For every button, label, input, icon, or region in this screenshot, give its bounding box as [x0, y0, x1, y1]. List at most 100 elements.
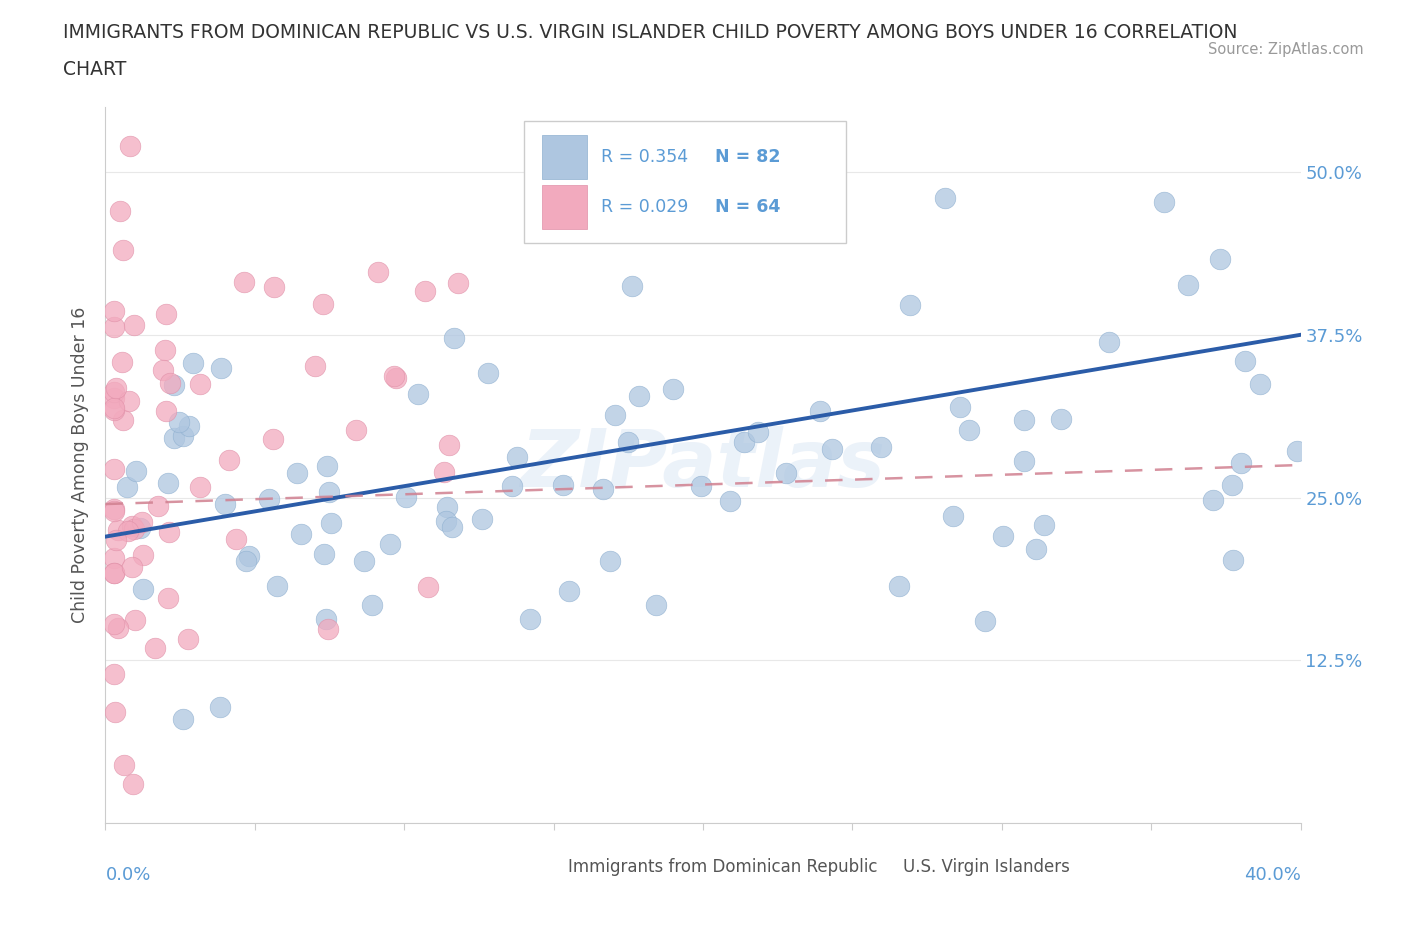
Point [188, 479, 211, 494]
Point [214, 497, 236, 512]
Point [209, 699, 232, 714]
Text: ZIPatlas: ZIPatlas [520, 426, 886, 504]
Point [413, 284, 436, 299]
Point [689, 479, 711, 494]
Point [380, 537, 402, 551]
Point [104, 704, 127, 719]
Point [121, 518, 143, 533]
Point [112, 413, 135, 428]
Point [406, 387, 429, 402]
Point [209, 361, 232, 376]
Point [121, 559, 143, 574]
Point [124, 317, 146, 332]
Point [163, 378, 186, 392]
Point [235, 553, 257, 568]
Point [318, 621, 340, 636]
Point [617, 434, 640, 449]
Point [934, 190, 956, 205]
Point [505, 449, 527, 464]
Point [225, 531, 247, 546]
Point [152, 363, 174, 378]
Point [103, 501, 125, 516]
Point [353, 553, 375, 568]
Point [441, 520, 464, 535]
Text: Source: ZipAtlas.com: Source: ZipAtlas.com [1208, 42, 1364, 57]
Point [143, 641, 166, 656]
Point [103, 391, 125, 405]
Point [1050, 412, 1073, 427]
Point [361, 598, 384, 613]
Bar [865, 853, 894, 881]
Point [344, 422, 367, 437]
Point [188, 377, 211, 392]
Point [775, 466, 797, 481]
Point [107, 620, 129, 635]
Point [157, 525, 180, 539]
Point [620, 279, 643, 294]
Point [122, 522, 145, 537]
Point [304, 358, 326, 373]
Point [477, 366, 499, 381]
Point [124, 612, 146, 627]
Point [103, 401, 125, 416]
Point [177, 419, 200, 434]
Point [103, 667, 125, 682]
Point [603, 407, 626, 422]
Point [443, 331, 465, 346]
Point [111, 354, 134, 369]
Point [103, 551, 125, 565]
Point [1202, 493, 1225, 508]
Point [131, 548, 153, 563]
Point [447, 275, 470, 290]
Point [105, 533, 128, 548]
Point [1234, 353, 1257, 368]
Point [418, 579, 440, 594]
Point [238, 549, 260, 564]
Point [1208, 251, 1230, 266]
Point [733, 434, 755, 449]
Text: 40.0%: 40.0% [1244, 866, 1301, 884]
Point [103, 503, 125, 518]
Point [312, 297, 335, 312]
Point [942, 508, 965, 523]
Point [112, 243, 135, 258]
Point [103, 565, 125, 580]
Point [395, 489, 418, 504]
Point [157, 591, 180, 605]
Point [318, 485, 340, 499]
Point [103, 385, 125, 400]
Point [644, 597, 666, 612]
Point [385, 371, 408, 386]
Point [163, 431, 186, 445]
Bar [541, 135, 588, 179]
Point [821, 442, 844, 457]
Point [1012, 413, 1035, 428]
Point [153, 343, 176, 358]
Point [122, 777, 145, 791]
Point [718, 494, 741, 509]
Point [1153, 194, 1175, 209]
Point [312, 546, 335, 561]
Point [1220, 478, 1243, 493]
Bar [541, 185, 588, 230]
Point [1222, 552, 1244, 567]
Point [1032, 517, 1054, 532]
Point [155, 404, 177, 418]
Text: CHART: CHART [63, 60, 127, 79]
Point [262, 432, 284, 447]
Text: IMMIGRANTS FROM DOMINICAN REPUBLIC VS U.S. VIRGIN ISLANDER CHILD POVERTY AMONG B: IMMIGRANTS FROM DOMINICAN REPUBLIC VS U.… [63, 23, 1237, 42]
Point [176, 631, 198, 646]
Point [218, 452, 240, 467]
Point [316, 458, 339, 473]
Point [118, 393, 141, 408]
Point [159, 376, 181, 391]
Point [1025, 541, 1047, 556]
Point [157, 475, 180, 490]
Point [808, 404, 831, 418]
Point [167, 415, 190, 430]
Point [1177, 278, 1199, 293]
Text: U.S. Virgin Islanders: U.S. Virgin Islanders [903, 857, 1070, 876]
Point [118, 139, 141, 153]
Text: R = 0.354: R = 0.354 [602, 148, 704, 166]
Point [1285, 444, 1308, 458]
